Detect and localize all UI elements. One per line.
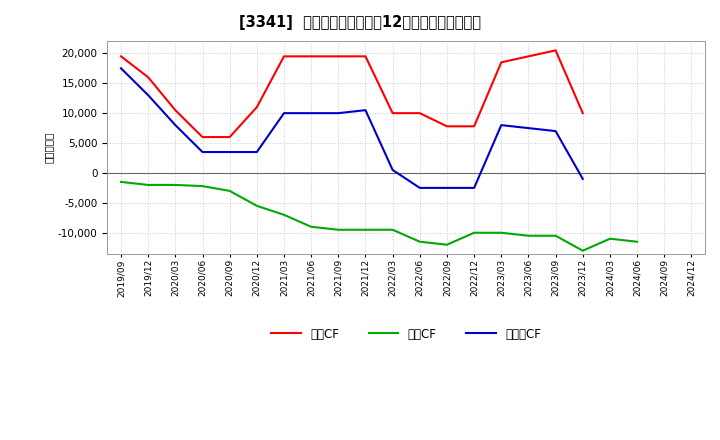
投資CF bbox=[415, 239, 424, 244]
投資CF bbox=[225, 188, 234, 194]
フリーCF bbox=[470, 185, 479, 191]
フリーCF bbox=[198, 150, 207, 155]
フリーCF bbox=[524, 125, 533, 131]
Line: 営業CF: 営業CF bbox=[121, 50, 582, 137]
営業CF bbox=[117, 54, 125, 59]
投資CF bbox=[334, 227, 343, 232]
投資CF bbox=[144, 182, 153, 187]
投資CF bbox=[633, 239, 642, 244]
営業CF bbox=[171, 107, 180, 113]
投資CF bbox=[198, 183, 207, 189]
フリーCF bbox=[144, 92, 153, 98]
営業CF bbox=[144, 75, 153, 80]
営業CF bbox=[524, 54, 533, 59]
投資CF bbox=[524, 233, 533, 238]
フリーCF bbox=[279, 110, 288, 116]
投資CF bbox=[443, 242, 451, 247]
Line: 投資CF: 投資CF bbox=[121, 182, 637, 251]
フリーCF bbox=[307, 110, 315, 116]
営業CF bbox=[470, 124, 479, 129]
フリーCF bbox=[253, 150, 261, 155]
営業CF bbox=[578, 110, 587, 116]
投資CF bbox=[552, 233, 560, 238]
投資CF bbox=[578, 248, 587, 253]
営業CF bbox=[198, 135, 207, 140]
フリーCF bbox=[415, 185, 424, 191]
Legend: 営業CF, 投資CF, フリーCF: 営業CF, 投資CF, フリーCF bbox=[271, 327, 541, 341]
フリーCF bbox=[497, 122, 505, 128]
フリーCF bbox=[388, 167, 397, 172]
Y-axis label: （百万円）: （百万円） bbox=[44, 132, 54, 163]
フリーCF bbox=[334, 110, 343, 116]
投資CF bbox=[470, 230, 479, 235]
営業CF bbox=[253, 105, 261, 110]
営業CF bbox=[279, 54, 288, 59]
フリーCF bbox=[117, 66, 125, 71]
営業CF bbox=[443, 124, 451, 129]
投資CF bbox=[117, 179, 125, 184]
投資CF bbox=[497, 230, 505, 235]
営業CF bbox=[415, 110, 424, 116]
営業CF bbox=[334, 54, 343, 59]
投資CF bbox=[171, 182, 180, 187]
投資CF bbox=[279, 212, 288, 217]
フリーCF bbox=[361, 107, 370, 113]
フリーCF bbox=[578, 176, 587, 182]
営業CF bbox=[497, 60, 505, 65]
営業CF bbox=[388, 110, 397, 116]
投資CF bbox=[606, 236, 614, 242]
フリーCF bbox=[443, 185, 451, 191]
営業CF bbox=[361, 54, 370, 59]
投資CF bbox=[253, 203, 261, 209]
営業CF bbox=[552, 48, 560, 53]
Line: フリーCF: フリーCF bbox=[121, 68, 582, 188]
投資CF bbox=[388, 227, 397, 232]
営業CF bbox=[307, 54, 315, 59]
フリーCF bbox=[225, 150, 234, 155]
営業CF bbox=[225, 135, 234, 140]
投資CF bbox=[307, 224, 315, 229]
フリーCF bbox=[552, 128, 560, 134]
Text: [3341]  キャッシュフローの12か月移動合計の推移: [3341] キャッシュフローの12か月移動合計の推移 bbox=[239, 15, 481, 30]
投資CF bbox=[361, 227, 370, 232]
フリーCF bbox=[171, 122, 180, 128]
